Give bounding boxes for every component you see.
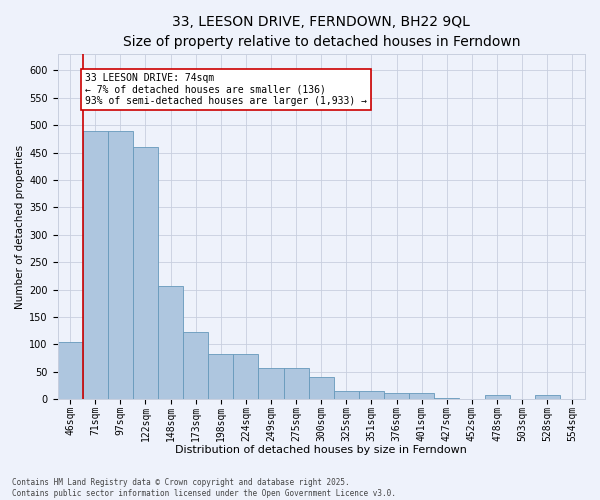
X-axis label: Distribution of detached houses by size in Ferndown: Distribution of detached houses by size … <box>175 445 467 455</box>
Bar <box>359 391 384 400</box>
Bar <box>158 286 183 400</box>
Bar <box>183 332 208 400</box>
Bar <box>485 396 509 400</box>
Bar <box>535 396 560 400</box>
Bar <box>208 354 233 400</box>
Text: Contains HM Land Registry data © Crown copyright and database right 2025.
Contai: Contains HM Land Registry data © Crown c… <box>12 478 396 498</box>
Bar <box>284 368 308 400</box>
Title: 33, LEESON DRIVE, FERNDOWN, BH22 9QL
Size of property relative to detached house: 33, LEESON DRIVE, FERNDOWN, BH22 9QL Siz… <box>122 15 520 48</box>
Bar <box>133 147 158 400</box>
Text: 33 LEESON DRIVE: 74sqm
← 7% of detached houses are smaller (136)
93% of semi-det: 33 LEESON DRIVE: 74sqm ← 7% of detached … <box>85 73 367 106</box>
Bar <box>434 398 460 400</box>
Bar <box>58 342 83 400</box>
Bar <box>259 368 284 400</box>
Bar <box>83 130 108 400</box>
Y-axis label: Number of detached properties: Number of detached properties <box>15 144 25 308</box>
Bar <box>384 393 409 400</box>
Bar <box>409 393 434 400</box>
Bar <box>334 391 359 400</box>
Bar <box>233 354 259 400</box>
Bar <box>308 378 334 400</box>
Bar <box>108 130 133 400</box>
